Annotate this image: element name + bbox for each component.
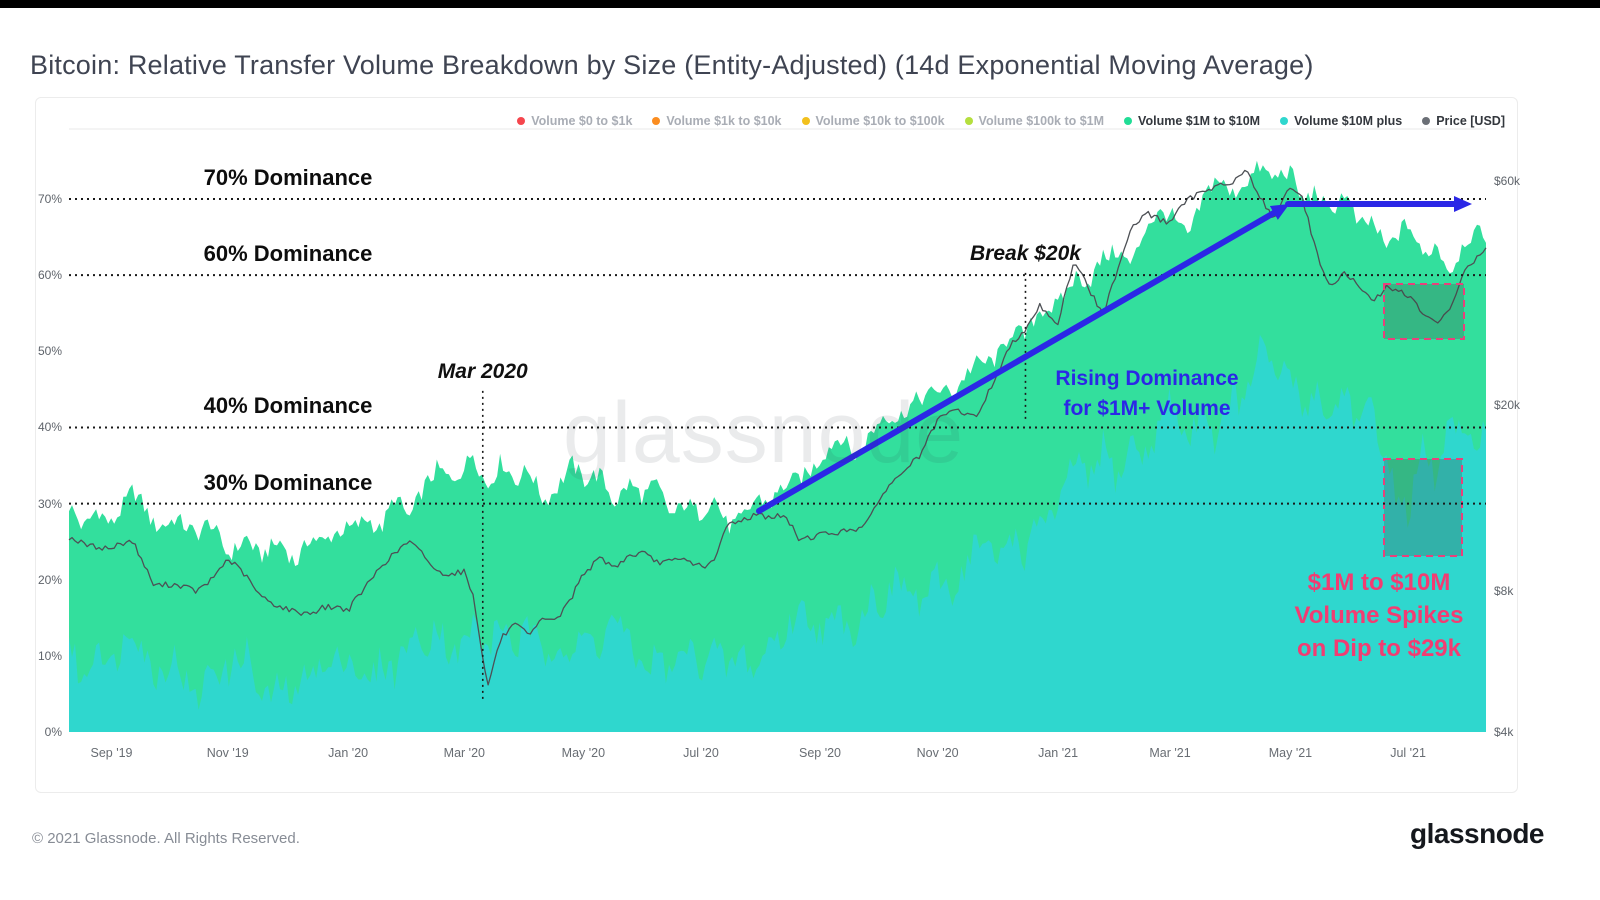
legend-dot-icon [964, 117, 973, 125]
legend-item[interactable]: Price [USD] [1422, 114, 1505, 128]
legend-dot-icon [652, 117, 661, 125]
legend-label: Volume $1M to $10M [1138, 114, 1261, 128]
annotation-spike-line1: $1M to $10M [1307, 569, 1451, 596]
event-annotation: Break $20k [970, 241, 1081, 265]
x-axis-label: Jan '21 [1038, 746, 1079, 760]
legend-dot-icon [1422, 117, 1431, 125]
legend-label: Volume $100k to $1M [978, 114, 1105, 128]
legend-item[interactable]: Volume $10k to $100k [801, 114, 945, 128]
annotation-spike-line3: on Dip to $29k [1296, 635, 1462, 662]
y-axis-label-right: $4k [1494, 725, 1514, 739]
legend-item[interactable]: Volume $10M plus [1280, 114, 1402, 128]
annotation-volume-spikes: $1M to $10M Volume Spikes on Dip to $29k [1295, 566, 1464, 665]
annotation-rising-dominance: Rising Dominance for $1M+ Volume [1055, 364, 1238, 424]
x-axis-label: Jul '21 [1390, 746, 1426, 760]
y-axis-label-left: 30% [37, 496, 62, 511]
y-axis-label-right: $8k [1494, 583, 1514, 598]
y-axis-label-left: 40% [37, 420, 62, 435]
y-axis-label-right: $20k [1494, 397, 1521, 412]
dominance-annotation: 60% Dominance [203, 241, 373, 267]
glassnode-watermark: glassnode [563, 385, 965, 481]
event-annotation: Mar 2020 [437, 359, 528, 383]
y-axis-label-right: $60k [1494, 174, 1521, 188]
legend-dot-icon [1280, 117, 1289, 125]
x-axis-label: Jul '20 [683, 746, 719, 760]
y-axis-label-left: 70% [37, 192, 62, 207]
legend-dot-icon [801, 117, 810, 125]
x-axis-label: Mar '21 [1149, 746, 1191, 760]
x-axis-label: Mar '20 [443, 746, 485, 760]
annotation-rising-line2: for $1M+ Volume [1063, 397, 1231, 420]
legend-label: Price [USD] [1436, 114, 1505, 128]
annotation-rising-line1: Rising Dominance [1055, 367, 1239, 390]
window-top-bar [0, 0, 1600, 8]
x-axis-label: Jan '20 [328, 746, 369, 760]
dominance-annotation: 30% Dominance [203, 469, 373, 495]
x-axis-label: Nov '20 [916, 746, 959, 760]
legend-item[interactable]: Volume $0 to $1k [517, 114, 632, 128]
legend-item[interactable]: Volume $100k to $1M [964, 114, 1105, 128]
y-axis-label-left: 20% [37, 572, 62, 587]
legend-label: Volume $1k to $10k [666, 114, 782, 128]
annotation-spike-line2: Volume Spikes [1294, 602, 1464, 629]
y-axis-label-left: 10% [37, 648, 62, 663]
dominance-annotation: 70% Dominance [203, 165, 373, 191]
y-axis-label-left: 60% [37, 268, 62, 283]
x-axis-label: Sep '20 [798, 746, 842, 760]
dominance-annotation: 40% Dominance [203, 393, 373, 419]
legend-item[interactable]: Volume $1k to $10k [652, 114, 782, 128]
legend-label: Volume $0 to $1k [531, 114, 633, 128]
legend-dot-icon [517, 117, 526, 125]
legend-label: Volume $10k to $100k [815, 114, 945, 128]
x-axis-label: Nov '19 [206, 746, 249, 760]
y-axis-label-left: 0% [44, 725, 62, 739]
chart-plot [68, 128, 1487, 733]
y-axis-label-left: 50% [37, 344, 62, 359]
legend-dot-icon [1124, 117, 1133, 125]
x-axis-label: May '21 [1268, 746, 1313, 760]
legend-item[interactable]: Volume $1M to $10M [1124, 114, 1260, 128]
page-title: Bitcoin: Relative Transfer Volume Breakd… [30, 50, 1314, 81]
legend-label: Volume $10M plus [1294, 114, 1403, 128]
copyright: © 2021 Glassnode. All Rights Reserved. [32, 830, 300, 847]
chart-legend: Volume $0 to $1k Volume $1k to $10k Volume… [517, 114, 1505, 128]
x-axis-label: Sep '19 [90, 746, 133, 760]
x-axis-label: May '20 [561, 746, 606, 760]
chart-panel: Volume $0 to $1k Volume $1k to $10k Volume… [35, 97, 1521, 793]
glassnode-logo: glassnode [1410, 818, 1544, 849]
